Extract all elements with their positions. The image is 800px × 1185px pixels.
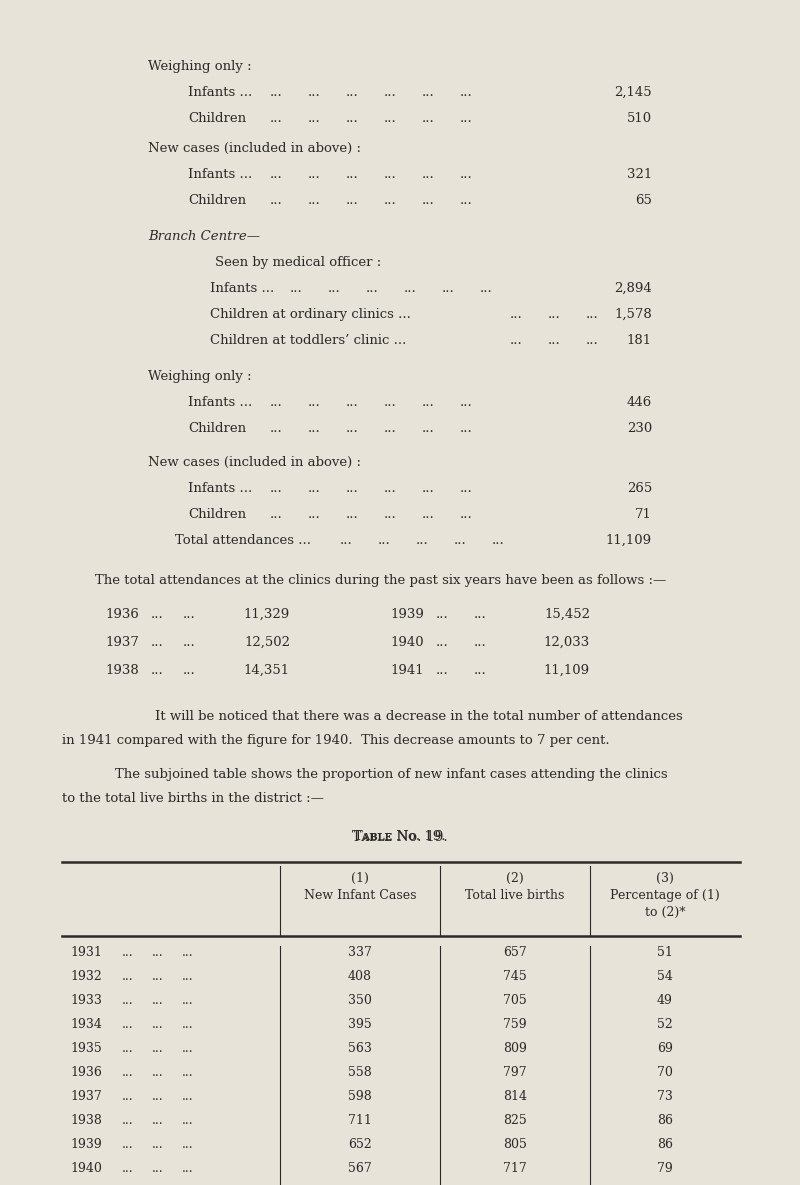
Text: 598: 598 <box>348 1090 372 1103</box>
Text: 11,109: 11,109 <box>606 534 652 547</box>
Text: ...: ... <box>384 87 397 100</box>
Text: ...: ... <box>270 194 282 207</box>
Text: ...: ... <box>152 1162 164 1176</box>
Text: ...: ... <box>416 534 429 547</box>
Text: ...: ... <box>346 482 358 495</box>
Text: 70: 70 <box>657 1066 673 1080</box>
Text: 65: 65 <box>635 194 652 207</box>
Text: 14,351: 14,351 <box>244 664 290 677</box>
Text: 1932: 1932 <box>70 971 102 984</box>
Text: 759: 759 <box>503 1018 527 1031</box>
Text: ...: ... <box>480 282 493 295</box>
Text: ...: ... <box>182 971 194 984</box>
Text: ...: ... <box>308 87 321 100</box>
Text: 1941: 1941 <box>390 664 424 677</box>
Text: ...: ... <box>308 482 321 495</box>
Text: 51: 51 <box>657 946 673 959</box>
Text: ...: ... <box>290 282 302 295</box>
Text: 69: 69 <box>657 1042 673 1055</box>
Text: 52: 52 <box>657 1018 673 1031</box>
Text: 265: 265 <box>626 482 652 495</box>
Text: (1)
New Infant Cases: (1) New Infant Cases <box>304 872 416 902</box>
Text: ...: ... <box>122 1138 134 1151</box>
Text: 711: 711 <box>348 1114 372 1127</box>
Text: ...: ... <box>346 87 358 100</box>
Text: 2,894: 2,894 <box>614 282 652 295</box>
Text: Infants ...: Infants ... <box>188 168 252 181</box>
Text: 814: 814 <box>503 1090 527 1103</box>
Text: ...: ... <box>122 1018 134 1031</box>
Text: 1931: 1931 <box>70 946 102 959</box>
Text: Total attendances ...: Total attendances ... <box>175 534 311 547</box>
Text: 1938: 1938 <box>70 1114 102 1127</box>
Text: ...: ... <box>384 482 397 495</box>
Text: ...: ... <box>152 1018 164 1031</box>
Text: Infants ...: Infants ... <box>188 396 252 409</box>
Text: New cases (included in above) :: New cases (included in above) : <box>148 142 361 155</box>
Text: 567: 567 <box>348 1162 372 1176</box>
Text: ...: ... <box>182 1162 194 1176</box>
Text: 54: 54 <box>657 971 673 984</box>
Text: Weighing only :: Weighing only : <box>148 60 252 73</box>
Text: 73: 73 <box>657 1090 673 1103</box>
Text: ...: ... <box>270 168 282 181</box>
Text: The subjoined table shows the proportion of new infant cases attending the clini: The subjoined table shows the proportion… <box>115 768 668 781</box>
Text: ...: ... <box>384 508 397 521</box>
Text: Tᴀʙʟᴇ Nᴏ. 19.: Tᴀʙʟᴇ Nᴏ. 19. <box>352 830 448 844</box>
Text: ...: ... <box>384 194 397 207</box>
Text: 1937: 1937 <box>70 1090 102 1103</box>
Text: ...: ... <box>152 1042 164 1055</box>
Text: ...: ... <box>182 1042 194 1055</box>
Text: 11,109: 11,109 <box>544 664 590 677</box>
Text: 79: 79 <box>657 1162 673 1176</box>
Text: 558: 558 <box>348 1066 372 1080</box>
Text: ...: ... <box>460 396 473 409</box>
Text: ...: ... <box>548 334 561 347</box>
Text: 12,033: 12,033 <box>544 636 590 649</box>
Text: 350: 350 <box>348 994 372 1007</box>
Text: ...: ... <box>474 608 486 621</box>
Text: ...: ... <box>151 636 164 649</box>
Text: ...: ... <box>183 608 196 621</box>
Text: ...: ... <box>328 282 341 295</box>
Text: 809: 809 <box>503 1042 527 1055</box>
Text: Children: Children <box>188 422 246 435</box>
Text: 825: 825 <box>503 1114 527 1127</box>
Text: Children: Children <box>188 194 246 207</box>
Text: 11,329: 11,329 <box>244 608 290 621</box>
Text: ...: ... <box>384 168 397 181</box>
Text: ...: ... <box>308 194 321 207</box>
Text: ...: ... <box>422 396 434 409</box>
Text: ...: ... <box>308 113 321 124</box>
Text: ...: ... <box>340 534 353 547</box>
Text: 1939: 1939 <box>70 1138 102 1151</box>
Text: ...: ... <box>422 113 434 124</box>
Text: ...: ... <box>586 308 598 321</box>
Text: ...: ... <box>366 282 378 295</box>
Text: 337: 337 <box>348 946 372 959</box>
Text: Tᴀʙʟᴇ Nᴏ. 19.: Tᴀʙʟᴇ Nᴏ. 19. <box>354 830 446 843</box>
Text: ...: ... <box>436 636 449 649</box>
Text: ...: ... <box>270 482 282 495</box>
Text: 49: 49 <box>657 994 673 1007</box>
Text: ...: ... <box>422 422 434 435</box>
Text: ...: ... <box>404 282 417 295</box>
Text: ...: ... <box>548 308 561 321</box>
Text: ...: ... <box>492 534 505 547</box>
Text: ...: ... <box>346 194 358 207</box>
Text: ...: ... <box>182 1138 194 1151</box>
Text: ...: ... <box>122 1090 134 1103</box>
Text: Children at toddlers’ clinic ...: Children at toddlers’ clinic ... <box>210 334 406 347</box>
Text: ...: ... <box>378 534 390 547</box>
Text: ...: ... <box>436 664 449 677</box>
Text: ...: ... <box>182 1090 194 1103</box>
Text: 510: 510 <box>627 113 652 124</box>
Text: ...: ... <box>442 282 454 295</box>
Text: ...: ... <box>454 534 466 547</box>
Text: ...: ... <box>460 482 473 495</box>
Text: ...: ... <box>474 664 486 677</box>
Text: ...: ... <box>510 334 522 347</box>
Text: ...: ... <box>183 636 196 649</box>
Text: ...: ... <box>152 1066 164 1080</box>
Text: 1934: 1934 <box>70 1018 102 1031</box>
